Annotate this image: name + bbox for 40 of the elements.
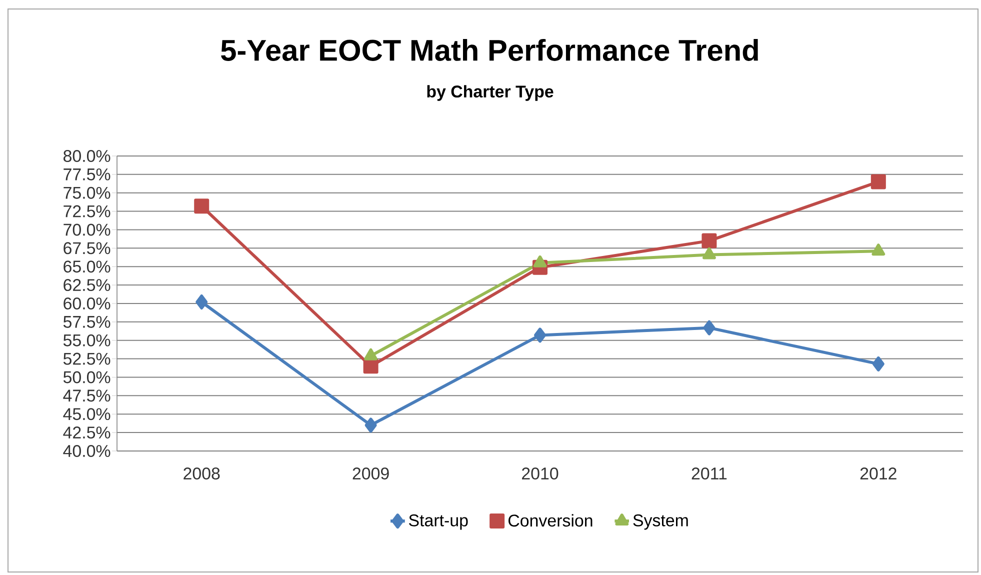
y-tick-label: 67.5% — [64, 242, 110, 254]
point — [363, 358, 378, 374]
y-tick-label: 57.5% — [63, 316, 110, 328]
y-tick-label: 42.5% — [63, 426, 110, 439]
point — [534, 328, 546, 343]
y-tick-label: 55.0% — [63, 334, 110, 346]
point — [703, 320, 716, 336]
legend-label: Conversion — [508, 514, 592, 527]
y-tick-label: 70.0% — [64, 224, 110, 236]
y-tick-label: 47.5% — [63, 390, 110, 402]
point — [870, 174, 886, 190]
y-tick-label: 52.5% — [63, 352, 110, 365]
y-tick-label: 75.0% — [64, 186, 110, 199]
chart-subtitle: by Charter Type — [427, 85, 554, 101]
y-tick-label: 60.0% — [64, 297, 110, 310]
x-tick-label: 2012 — [860, 468, 896, 480]
y-tick-label: 62.5% — [64, 279, 110, 292]
legend-label: Start-up — [409, 514, 468, 530]
y-tick-label: 50.0% — [63, 371, 110, 384]
point — [702, 247, 716, 260]
x-tick-label: 2009 — [352, 468, 389, 480]
x-tick-label: 2010 — [522, 468, 558, 480]
y-tick-label: 65.0% — [64, 260, 110, 273]
y-tick-label: 72.5% — [64, 205, 110, 218]
x-tick-label: 2011 — [692, 468, 727, 480]
chart-title: 5-Year EOCT Math Performance Trend — [221, 39, 758, 61]
point — [364, 348, 378, 360]
y-tick-label: 80.0% — [64, 150, 110, 162]
point — [194, 198, 210, 214]
point — [533, 255, 547, 268]
point — [872, 356, 884, 372]
legend-label: System — [633, 514, 688, 530]
point — [196, 294, 208, 310]
y-tick-label: 45.0% — [63, 408, 110, 420]
y-tick-label: 40.0% — [63, 444, 110, 457]
point — [872, 244, 886, 256]
point — [702, 233, 717, 248]
point — [364, 418, 377, 433]
y-tick-label: 77.5% — [64, 168, 110, 180]
x-tick-label: 2008 — [184, 468, 220, 480]
